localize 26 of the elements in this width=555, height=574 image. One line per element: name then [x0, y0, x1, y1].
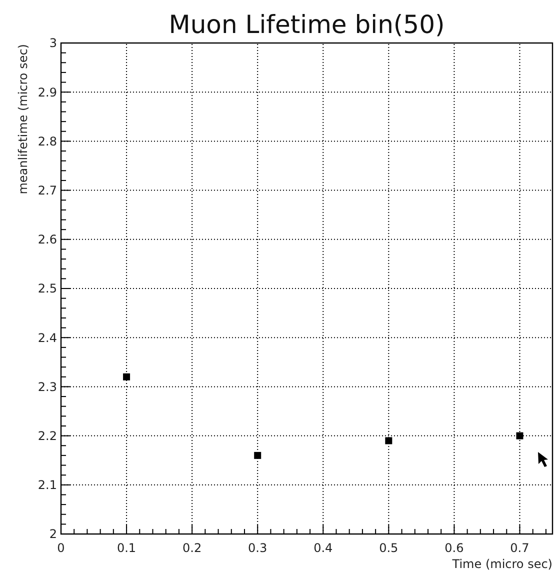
- x-tick-label: 0.6: [444, 541, 464, 555]
- x-tick-label: 0.3: [248, 541, 268, 555]
- point: [385, 437, 392, 444]
- x-tick-label: 0: [57, 541, 65, 555]
- x-tick-label: 0.7: [510, 541, 530, 555]
- y-tick-label: 2.7: [38, 184, 57, 198]
- y-tick-label: 2.4: [38, 330, 57, 345]
- x-axis-title: Time (micro sec): [451, 557, 552, 571]
- x-tick-label: 0.2: [182, 541, 202, 555]
- point: [516, 432, 524, 440]
- y-tick-label: 2: [49, 527, 57, 542]
- y-tick-label: 2.8: [38, 134, 57, 148]
- x-tick-label: 0.1: [116, 541, 136, 555]
- y-axis-title: meanlifetime (micro sec): [16, 44, 30, 194]
- y-tick-label: 2.9: [38, 85, 57, 100]
- point: [254, 452, 262, 459]
- point: [123, 373, 130, 380]
- y-tick-label: 2.1: [38, 478, 57, 492]
- y-tick-label: 2.6: [38, 232, 57, 247]
- x-tick-label: 0.4: [314, 541, 333, 555]
- y-tick-label: 2.2: [38, 429, 57, 443]
- y-tick-label: 2.3: [38, 380, 57, 394]
- y-tick-label: 2.5: [38, 282, 57, 296]
- x-tick-label: 0.5: [379, 541, 398, 555]
- chart-title: Muon Lifetime bin(50): [168, 10, 445, 39]
- y-tick-label: 3: [49, 36, 57, 50]
